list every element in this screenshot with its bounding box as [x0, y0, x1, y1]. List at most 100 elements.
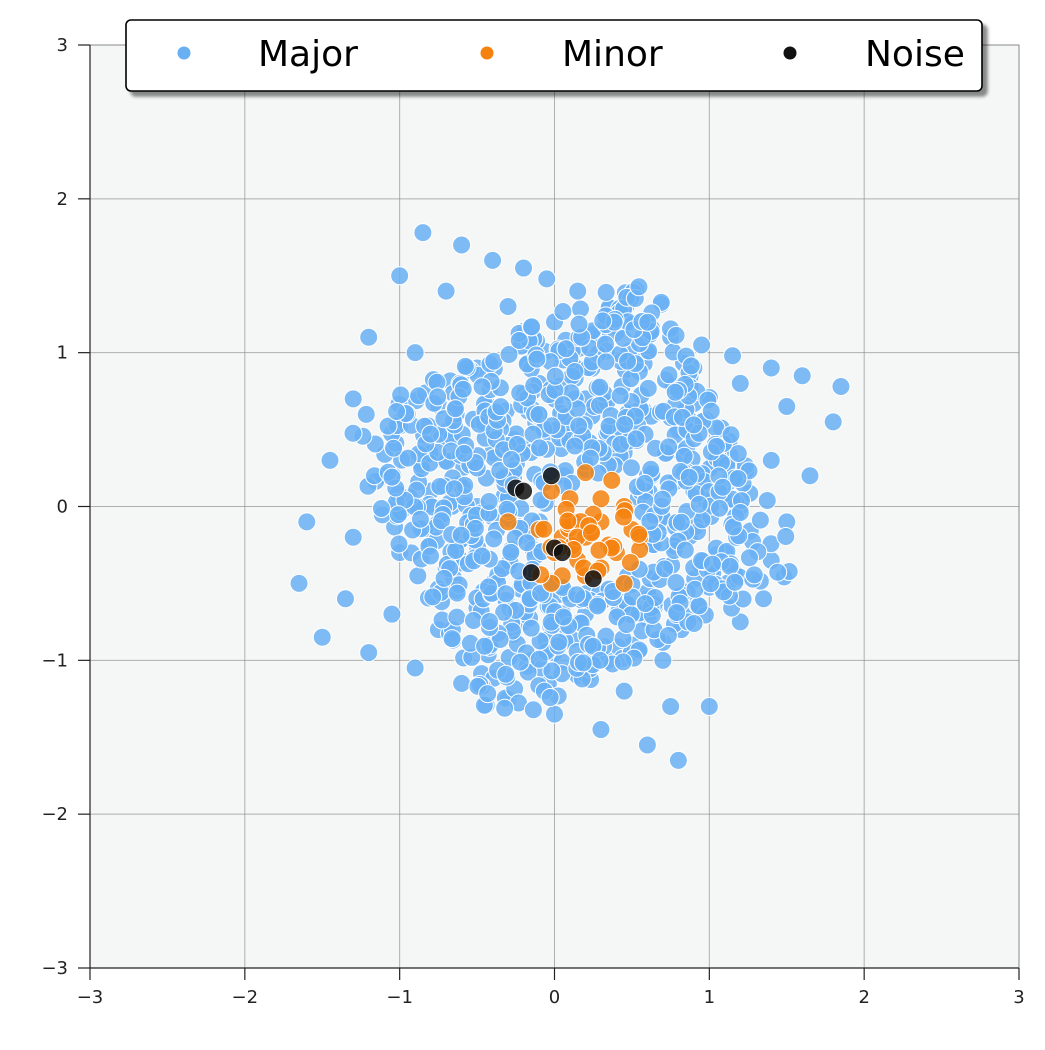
data-point-major	[452, 673, 472, 693]
data-point-major	[728, 468, 748, 488]
data-point-major	[444, 479, 464, 499]
data-point-major	[289, 573, 309, 593]
data-point-major	[509, 330, 529, 350]
data-point-major	[398, 448, 418, 468]
data-point-major	[483, 250, 503, 270]
data-point-major	[665, 382, 685, 402]
data-point-major	[455, 356, 475, 376]
data-point-major	[618, 351, 638, 371]
data-point-major	[617, 614, 637, 634]
data-point-major	[831, 377, 851, 397]
data-point-major	[529, 649, 549, 669]
data-point-major	[378, 416, 398, 436]
data-point-major	[428, 387, 448, 407]
data-point-major	[721, 425, 741, 445]
data-point-major	[405, 343, 425, 363]
data-point-major	[436, 281, 456, 301]
data-point-major	[542, 416, 562, 436]
data-point-major	[723, 346, 743, 366]
data-point-major	[638, 378, 658, 398]
data-point-major	[681, 356, 701, 376]
data-point-major	[549, 632, 569, 652]
data-point-major	[498, 297, 518, 317]
data-point-noise	[552, 543, 572, 563]
data-point-major	[653, 650, 673, 670]
x-tick-label: −2	[232, 987, 259, 1008]
data-point-minor	[558, 511, 578, 531]
data-point-major	[343, 527, 363, 547]
data-point-major	[553, 302, 573, 322]
data-point-major	[573, 653, 593, 673]
data-point-minor	[614, 573, 634, 593]
data-point-major	[359, 643, 379, 663]
data-point-major	[529, 405, 549, 425]
data-point-major	[684, 415, 704, 435]
data-point-noise	[583, 569, 603, 589]
data-point-major	[496, 664, 516, 684]
data-point-major	[565, 436, 585, 456]
data-point-major	[588, 596, 608, 616]
data-point-major	[382, 604, 402, 624]
data-point-major	[343, 389, 363, 409]
data-point-major	[707, 436, 727, 456]
data-point-major	[593, 311, 613, 331]
data-point-noise	[514, 481, 534, 501]
data-point-major	[792, 366, 812, 386]
data-point-major	[823, 412, 843, 432]
data-point-major	[312, 627, 332, 647]
data-point-major	[384, 438, 404, 458]
data-point-major	[479, 577, 499, 597]
data-point-major	[720, 556, 740, 576]
data-point-major	[501, 542, 521, 562]
x-tick-label: −3	[77, 987, 104, 1008]
data-point-minor	[614, 507, 634, 527]
data-point-major	[568, 281, 588, 301]
data-point-major	[523, 700, 543, 720]
data-point-major	[761, 358, 781, 378]
data-point-major	[517, 533, 537, 553]
data-point-major	[495, 698, 515, 718]
x-tick-label: 2	[858, 987, 869, 1008]
data-point-major	[666, 325, 686, 345]
data-point-major	[391, 385, 411, 405]
data-point-major	[635, 594, 655, 614]
data-point-major	[434, 568, 454, 588]
data-point-major	[491, 397, 511, 417]
series-noise	[506, 466, 603, 589]
axes: −3 −2 −1 0 1 2 3 −3 −2 −1 0 1 2 3	[41, 35, 1024, 1008]
y-tick-label: −2	[41, 804, 68, 825]
legend-label: Noise	[865, 34, 965, 75]
data-point-major	[389, 534, 409, 554]
legend-marker	[480, 46, 494, 60]
data-point-major	[522, 317, 542, 337]
data-point-major	[479, 492, 499, 512]
x-tick-label: 0	[549, 987, 560, 1008]
y-tick-label: 1	[57, 343, 68, 364]
y-tick-label: 2	[57, 189, 68, 210]
data-point-major	[390, 266, 410, 286]
data-point-major	[635, 473, 655, 493]
data-point-major	[684, 614, 704, 634]
data-point-major	[510, 652, 530, 672]
data-point-major	[490, 460, 510, 480]
legend-marker	[177, 46, 191, 60]
data-point-major	[480, 612, 500, 632]
data-point-major	[432, 511, 452, 531]
data-point-major	[595, 334, 615, 354]
data-point-minor	[591, 489, 611, 509]
data-point-major	[777, 397, 797, 417]
data-point-major	[659, 437, 679, 457]
data-point-major	[496, 584, 516, 604]
data-point-major	[689, 596, 709, 616]
data-point-major	[472, 377, 492, 397]
data-point-major	[653, 489, 673, 509]
data-point-major	[410, 509, 430, 529]
data-point-major	[454, 443, 474, 463]
data-point-major	[614, 681, 634, 701]
data-point-minor	[534, 519, 554, 539]
data-point-major	[556, 339, 576, 359]
data-point-major	[590, 650, 610, 670]
data-point-major	[421, 546, 441, 566]
data-point-major	[713, 477, 733, 497]
data-point-major	[626, 429, 646, 449]
